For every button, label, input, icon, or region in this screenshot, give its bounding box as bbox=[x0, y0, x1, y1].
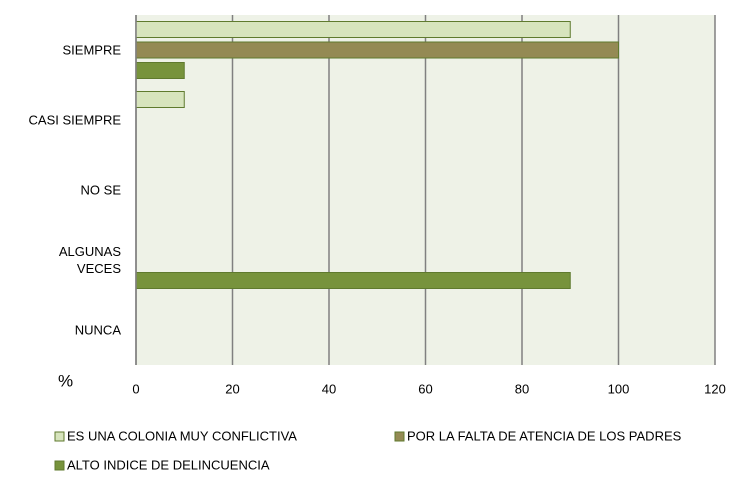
legend-swatch bbox=[54, 431, 65, 442]
x-tick-label: 20 bbox=[225, 381, 239, 396]
legend-label: POR LA FALTA DE ATENCIA DE LOS PADRES bbox=[407, 428, 682, 443]
legend-label: ALTO INDICE DE DELINCUENCIA bbox=[67, 457, 270, 472]
x-tick-label: 60 bbox=[418, 381, 432, 396]
legend-swatch bbox=[54, 460, 65, 471]
x-tick-label: 80 bbox=[515, 381, 529, 396]
legend-swatch bbox=[394, 431, 405, 442]
y-tick-label: CASI SIEMPRE bbox=[28, 112, 121, 128]
bar bbox=[135, 21, 571, 38]
x-tick-label: 0 bbox=[132, 381, 139, 396]
y-tick-label: NUNCA bbox=[74, 322, 121, 338]
x-axis-label: % bbox=[58, 371, 73, 390]
legend-label: ES UNA COLONIA MUY CONFLICTIVA bbox=[67, 428, 297, 443]
y-tick-label: ALGUNAS VECES bbox=[58, 244, 121, 276]
y-tick-label: SIEMPRE bbox=[62, 42, 121, 58]
x-tick-label: 120 bbox=[704, 381, 726, 396]
bar bbox=[135, 272, 571, 289]
bar bbox=[135, 62, 185, 79]
x-tick-label: 40 bbox=[322, 381, 336, 396]
y-tick-label: NO SE bbox=[80, 182, 121, 198]
bar bbox=[135, 41, 619, 59]
bar bbox=[135, 91, 185, 108]
x-tick-label: 100 bbox=[608, 381, 630, 396]
